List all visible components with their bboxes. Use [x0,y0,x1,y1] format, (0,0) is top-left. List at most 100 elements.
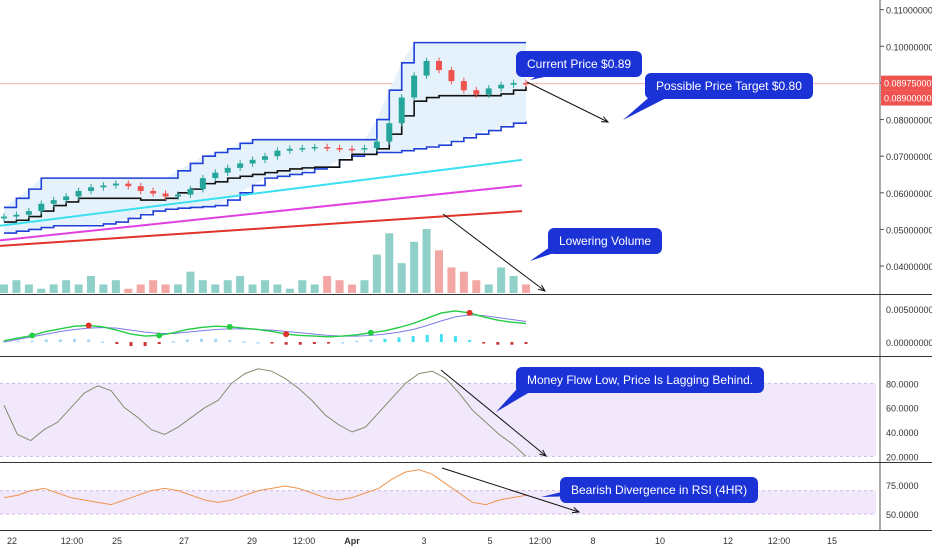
time-tick-label: 12:00 [529,536,552,546]
volume-bar [422,229,431,293]
rsi-divergence-arrow [441,467,580,513]
macd-histogram-bar [185,339,189,343]
price-tick-label: 0.04000000 [886,262,932,272]
money-flow-arrow [440,369,547,457]
money-flow-tick-label: 20.0000 [886,452,919,462]
macd-histogram-bar [242,341,246,343]
callout-current-price: Current Price $0.89 [516,51,643,77]
candle-body [473,90,480,95]
volume-bar [310,284,319,293]
volume-bar [136,284,145,293]
macd-cross-dot [156,332,163,339]
price-tick-label: 0.10000000 [886,42,932,52]
ma-cyan-line [0,158,523,227]
volume-bar [522,284,530,293]
macd-histogram-bar [270,342,274,344]
time-tick-label: 8 [590,536,595,546]
macd-histogram-bar [143,342,147,347]
macd-histogram-bar [157,342,161,345]
money-flow-tick-label: 60.0000 [886,404,919,414]
money-flow-tick-label: 80.0000 [886,379,919,389]
macd-histogram-bar [200,338,204,343]
volume-bar [348,284,356,293]
candle-body [1,216,7,219]
candle-body [498,84,505,89]
rsi-line [3,469,527,506]
volume-bar [62,280,71,293]
macd-histogram-bar [30,340,34,343]
money-flow-tick-label: 40.0000 [886,428,919,438]
macd-line [3,310,527,342]
volume-bar [497,267,506,293]
candle-body [398,97,405,124]
candle-body [286,148,293,151]
volume-bar [459,271,468,293]
volume-bar [372,254,381,293]
volume-bar [24,284,33,293]
time-tick-label: 25 [112,536,122,546]
macd-histogram-bar [397,337,401,343]
volume-bar [298,280,307,293]
candle-body [349,148,355,151]
candle-body [150,190,157,194]
candle-body [485,88,492,95]
time-tick-label: 3 [421,536,426,546]
volume-bar [37,288,46,293]
price-target-arrow [526,81,609,123]
candle-body [311,147,318,149]
volume-bar [447,267,456,293]
money-flow-band [0,383,876,457]
candle-body [63,196,70,201]
volume-bar [124,288,133,293]
macd-histogram-bar [16,340,20,343]
volume-bar [99,284,108,293]
macd-histogram-bar [228,340,232,343]
macd-cross-dot [367,329,374,336]
callout-rsi-divergence: Bearish Divergence in RSI (4HR) [560,477,759,503]
macd-histogram-bar [171,341,175,343]
macd-cross-dot [466,309,473,316]
price-tick-label: 0.08000000 [886,116,932,126]
candle-body [38,203,45,212]
candle-body [274,150,281,157]
volume-bar [74,284,83,293]
volume-bar [410,241,419,293]
candle-body [299,148,306,150]
volume-bar [186,271,195,293]
time-tick-label: 12:00 [61,536,84,546]
macd-histogram-bar [425,334,429,343]
macd-histogram-bar [510,342,514,345]
callout-price-target: Possible Price Target $0.80 [645,73,813,99]
candle-body [224,167,231,173]
candle-body [510,82,517,85]
macd-histogram-bar [312,342,316,345]
macd-histogram-bar [58,339,62,343]
candle-body [187,189,194,195]
time-tick-label: 10 [655,536,665,546]
macd-histogram-bar [129,342,133,347]
rsi-tick-label: 50.0000 [886,510,919,520]
macd-histogram-bar [87,339,91,343]
candle-body [212,172,219,179]
macd-histogram-bar [411,336,415,343]
volume-bar [385,233,394,293]
candle-body [249,159,256,164]
macd-histogram-bar [355,340,359,343]
volume-bar [49,284,58,293]
time-tick-label: 12 [723,536,733,546]
macd-tick-label: 0.00500000 [886,305,932,315]
volume-trend-arrow-head [538,284,547,292]
macd-histogram-bar [214,338,218,343]
volume-bar [236,275,245,293]
candle-body [199,178,206,190]
envelope-middle-line [4,86,527,223]
time-tick-label: 12:00 [293,536,316,546]
time-tick-label: 15 [827,536,837,546]
ma-red-line [0,210,523,247]
price-target-arrow-head [600,116,610,123]
macd-histogram-bar [439,334,443,343]
macd-cross-dot [226,323,233,330]
volume-bar [273,284,282,293]
